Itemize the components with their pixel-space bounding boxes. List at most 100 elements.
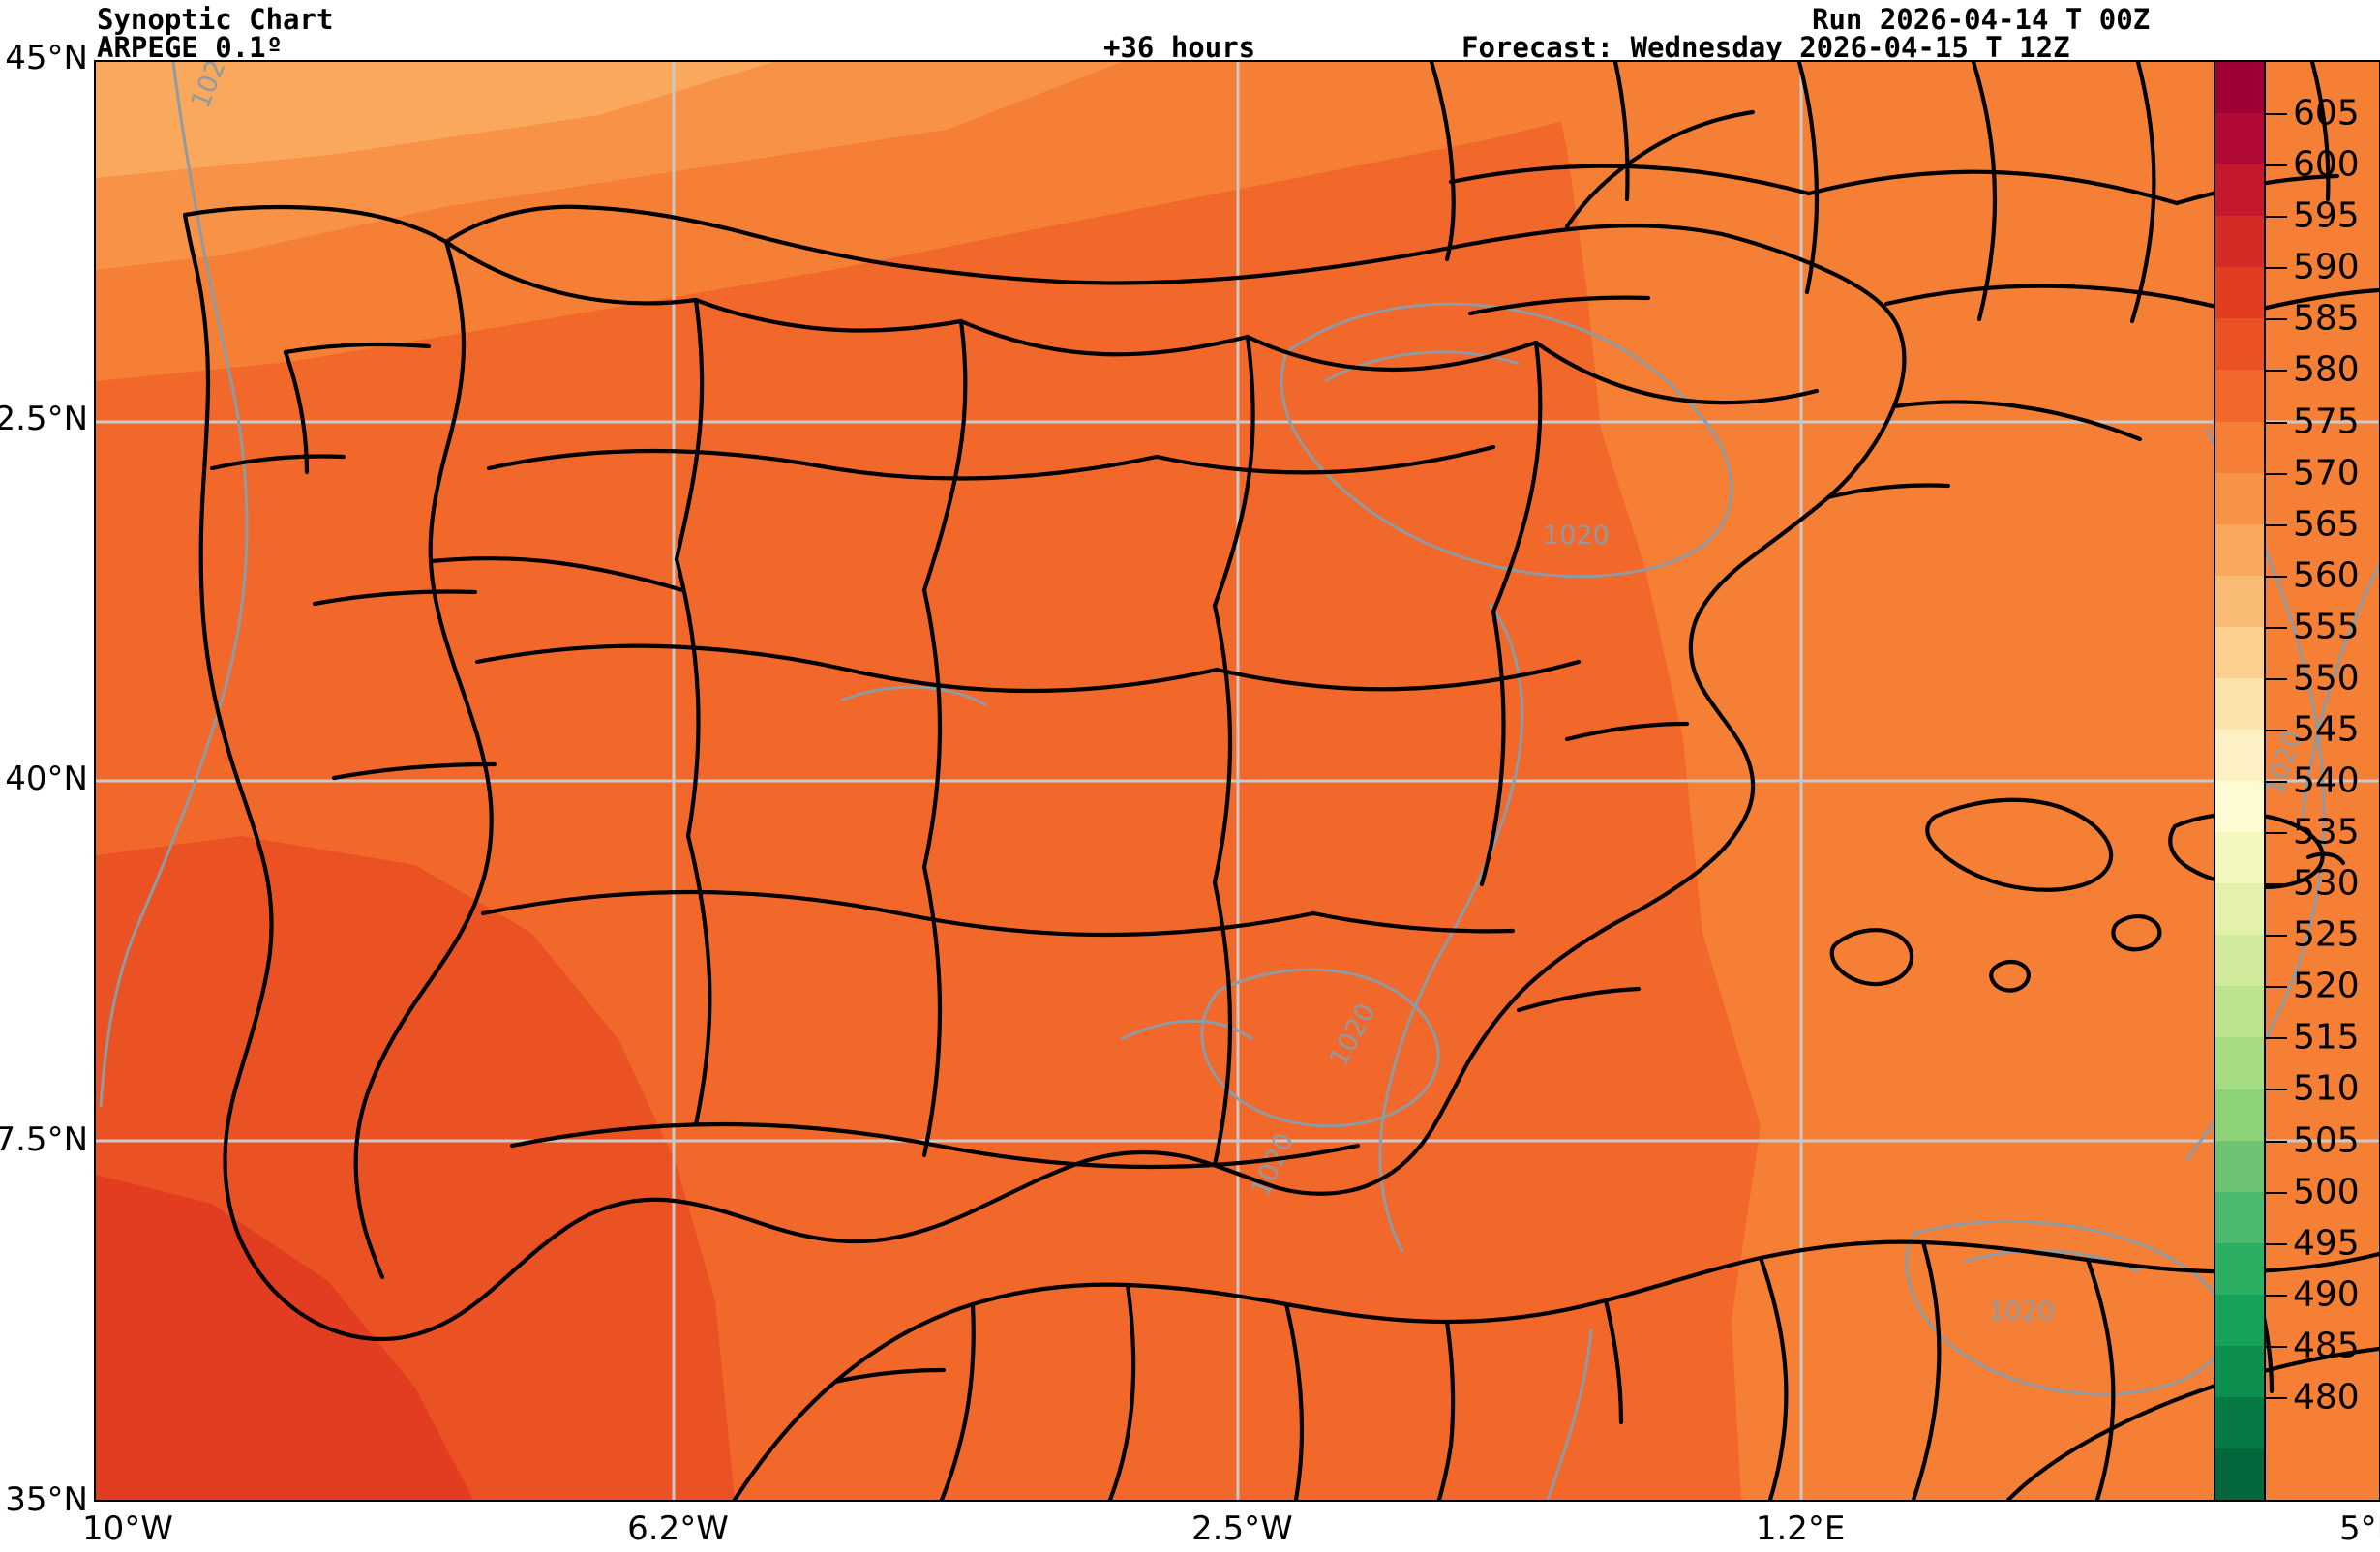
- colorbar-swatch: [2215, 472, 2264, 524]
- colorbar-swatch: [2215, 935, 2264, 987]
- colorbar-tick: [2266, 935, 2287, 938]
- colorbar-tick: [2266, 1396, 2287, 1399]
- y-tick-label: 37.5°N: [0, 1119, 88, 1159]
- colorbar-tick-labels: 605 600 595 590 585 580 575 570 565 560 555 550 545 5…: [2266, 60, 2380, 1502]
- colorbar-tick: [2266, 1089, 2287, 1091]
- colorbar-swatch: [2215, 1448, 2264, 1501]
- colorbar-tick: [2266, 677, 2287, 680]
- colorbar-tick: [2266, 781, 2287, 783]
- colorbar-swatch: [2215, 370, 2264, 422]
- colorbar-tick: [2266, 1345, 2287, 1348]
- lead-time-label: +36 hours: [1103, 31, 1256, 64]
- colorbar-tick-label: 540: [2293, 761, 2360, 801]
- colorbar-tick-label: 530: [2293, 863, 2360, 904]
- colorbar-swatch: [2215, 1089, 2264, 1141]
- colorbar-tick: [2266, 216, 2287, 219]
- colorbar-tick-label: 580: [2293, 349, 2360, 390]
- colorbar-tick-label: 485: [2293, 1326, 2360, 1366]
- colorbar-tick: [2266, 472, 2287, 475]
- y-tick-label: 35°N: [5, 1480, 88, 1519]
- colorbar-tick: [2266, 986, 2287, 989]
- colorbar-tick-label: 500: [2293, 1172, 2360, 1212]
- colorbar-tick: [2266, 113, 2287, 116]
- colorbar-tick: [2266, 370, 2287, 373]
- colorbar-tick: [2266, 523, 2287, 526]
- colorbar-swatch: [2215, 318, 2264, 371]
- colorbar-tick: [2266, 729, 2287, 731]
- y-tick-label: 42.5°N: [0, 399, 88, 438]
- isobar-label: 1020: [1988, 1297, 2055, 1327]
- colorbar-tick-label: 590: [2293, 247, 2360, 287]
- colorbar-swatch: [2215, 986, 2264, 1038]
- isobar-label: 1020: [1543, 521, 1610, 551]
- colorbar-swatch: [2215, 267, 2264, 319]
- colorbar-tick: [2266, 267, 2287, 270]
- colorbar-swatch: [2215, 677, 2264, 731]
- colorbar-swatch: [2215, 164, 2264, 217]
- colorbar-tick-label: 555: [2293, 607, 2360, 647]
- colorbar-swatch: [2215, 216, 2264, 268]
- colorbar-swatch: [2215, 1191, 2264, 1243]
- colorbar-swatch: [2215, 626, 2264, 678]
- colorbar-tick: [2266, 318, 2287, 321]
- colorbar-swatch: [2215, 1140, 2264, 1192]
- colorbar-tick: [2266, 1191, 2287, 1194]
- colorbar-tick-label: 575: [2293, 402, 2360, 441]
- colorbar-tick: [2266, 883, 2287, 886]
- colorbar-tick: [2266, 626, 2287, 629]
- colorbar-tick-label: 535: [2293, 812, 2360, 852]
- colorbar-tick-label: 490: [2293, 1274, 2360, 1315]
- colorbar-tick-label: 600: [2293, 144, 2360, 185]
- colorbar-tick-label: 480: [2293, 1377, 2360, 1418]
- colorbar-tick-label: 560: [2293, 555, 2360, 596]
- colorbar-tick-label: 595: [2293, 195, 2360, 236]
- colorbar-tick-label: 520: [2293, 966, 2360, 1006]
- colorbar-tick-label: 525: [2293, 914, 2360, 955]
- y-tick-label: 40°N: [5, 760, 88, 798]
- colorbar-swatch: [2215, 575, 2264, 627]
- x-tick-label: 6.2°W: [627, 1509, 729, 1548]
- x-tick-label: 2.5°W: [1191, 1509, 1293, 1548]
- colorbar-tick: [2266, 1037, 2287, 1040]
- colorbar-tick: [2266, 1294, 2287, 1297]
- colorbar-swatch: [2215, 113, 2264, 165]
- y-tick-label: 45°N: [5, 39, 88, 77]
- colorbar-tick-label: 570: [2293, 453, 2360, 493]
- colorbar-swatch: [2215, 1242, 2264, 1295]
- x-tick-label: 1.2°E: [1755, 1509, 1846, 1548]
- colorbar-swatch: [2215, 421, 2264, 473]
- forecast-valid-label: Forecast: Wednesday 2026-04-15 T 12Z: [1461, 31, 2070, 64]
- colorbar: [2214, 60, 2266, 1502]
- colorbar-swatch: [2215, 1294, 2264, 1346]
- colorbar-tick-label: 495: [2293, 1223, 2360, 1264]
- colorbar-swatch: [2215, 1345, 2264, 1398]
- colorbar-tick-label: 515: [2293, 1017, 2360, 1058]
- map-panel: 1020 1020 1020 1020 1020 1020: [94, 60, 2380, 1502]
- colorbar-swatch: [2215, 62, 2264, 114]
- colorbar-tick-label: 605: [2293, 93, 2360, 134]
- colorbar-tick: [2266, 1140, 2287, 1143]
- run-timestamp-label: Run 2026-04-14 T 00Z: [1812, 3, 2151, 36]
- x-tick-label: 5°E: [2339, 1509, 2380, 1548]
- colorbar-swatch: [2215, 523, 2264, 576]
- colorbar-tick: [2266, 421, 2287, 424]
- model-label: ARPEGE 0.1º: [97, 31, 284, 64]
- map-graphic: 1020 1020 1020 1020 1020 1020: [96, 62, 2379, 1500]
- colorbar-swatch: [2215, 730, 2264, 782]
- colorbar-tick-label: 585: [2293, 298, 2360, 339]
- colorbar-swatch: [2215, 832, 2264, 884]
- map-clip: 1020 1020 1020 1020 1020 1020: [96, 62, 2379, 1500]
- x-tick-label: 10°W: [82, 1509, 173, 1548]
- chart-title: Synoptic Chart: [97, 3, 334, 36]
- colorbar-tick: [2266, 575, 2287, 578]
- colorbar-tick-label: 545: [2293, 709, 2360, 750]
- colorbar-tick-label: 510: [2293, 1068, 2360, 1109]
- colorbar-swatch: [2215, 883, 2264, 936]
- colorbar-swatch: [2215, 1397, 2264, 1449]
- colorbar-tick: [2266, 832, 2287, 835]
- colorbar-tick-label: 550: [2293, 658, 2360, 699]
- colorbar-tick-label: 565: [2293, 504, 2360, 545]
- colorbar-tick: [2266, 1242, 2287, 1245]
- colorbar-swatch: [2215, 781, 2264, 833]
